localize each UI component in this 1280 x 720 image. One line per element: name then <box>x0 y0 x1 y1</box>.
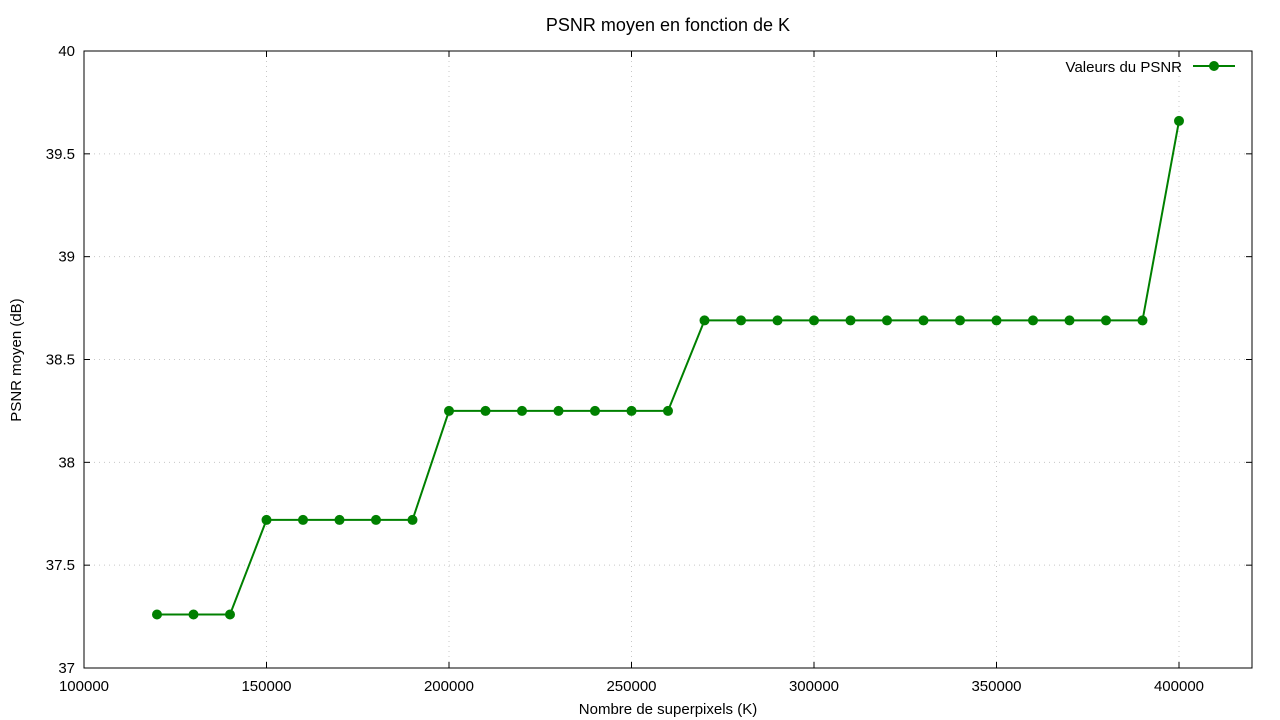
data-point <box>1028 315 1038 326</box>
data-point <box>1137 315 1148 326</box>
data-point <box>152 609 162 620</box>
data-point <box>918 315 929 326</box>
data-point <box>334 514 345 525</box>
data-point <box>480 405 491 416</box>
grid-lines <box>84 51 1252 668</box>
data-point <box>590 405 600 416</box>
y-tick-label: 39.5 <box>46 146 75 163</box>
data-point <box>772 315 783 326</box>
axis-ticks: 100000 150000 200000 250000 300000 350000 4000… <box>46 43 1252 695</box>
data-point <box>699 315 710 326</box>
data-point <box>444 405 454 416</box>
x-tick-label: 250000 <box>606 678 656 695</box>
legend: Valeurs du PSNR <box>1066 59 1235 76</box>
data-point <box>407 514 418 525</box>
data-point <box>1064 315 1075 326</box>
data-point <box>371 514 381 525</box>
x-tick-label: 150000 <box>241 678 291 695</box>
y-tick-label: 40 <box>58 43 75 60</box>
data-point <box>1174 115 1184 126</box>
legend-label: Valeurs du PSNR <box>1066 59 1183 76</box>
data-point <box>517 405 527 416</box>
data-point <box>225 609 235 620</box>
data-point <box>882 315 892 326</box>
data-point <box>261 514 272 525</box>
data-point <box>955 315 965 326</box>
x-axis-label: Nombre de superpixels (K) <box>579 701 757 718</box>
x-tick-label: 100000 <box>59 678 109 695</box>
legend-marker <box>1209 61 1219 71</box>
data-point <box>1101 315 1111 326</box>
data-point <box>809 315 819 326</box>
x-tick-label: 350000 <box>971 678 1021 695</box>
y-tick-label: 39 <box>58 249 75 266</box>
y-tick-label: 38 <box>58 454 75 471</box>
series-layer <box>152 115 1184 620</box>
data-point <box>845 315 856 326</box>
x-tick-label: 200000 <box>424 678 474 695</box>
data-point <box>553 405 564 416</box>
x-tick-label: 300000 <box>789 678 839 695</box>
data-point <box>991 315 1002 326</box>
y-tick-label: 37 <box>58 660 75 677</box>
y-tick-label: 37.5 <box>46 557 75 574</box>
chart-title: PSNR moyen en fonction de K <box>546 15 790 35</box>
data-point <box>626 405 637 416</box>
y-axis-label: PSNR moyen (dB) <box>8 298 25 421</box>
y-tick-label: 38.5 <box>46 352 75 369</box>
data-point <box>298 514 308 525</box>
data-point <box>663 405 673 416</box>
data-point <box>736 315 746 326</box>
series-line <box>157 120 1180 616</box>
x-tick-label: 400000 <box>1154 678 1204 695</box>
data-point <box>188 609 199 620</box>
